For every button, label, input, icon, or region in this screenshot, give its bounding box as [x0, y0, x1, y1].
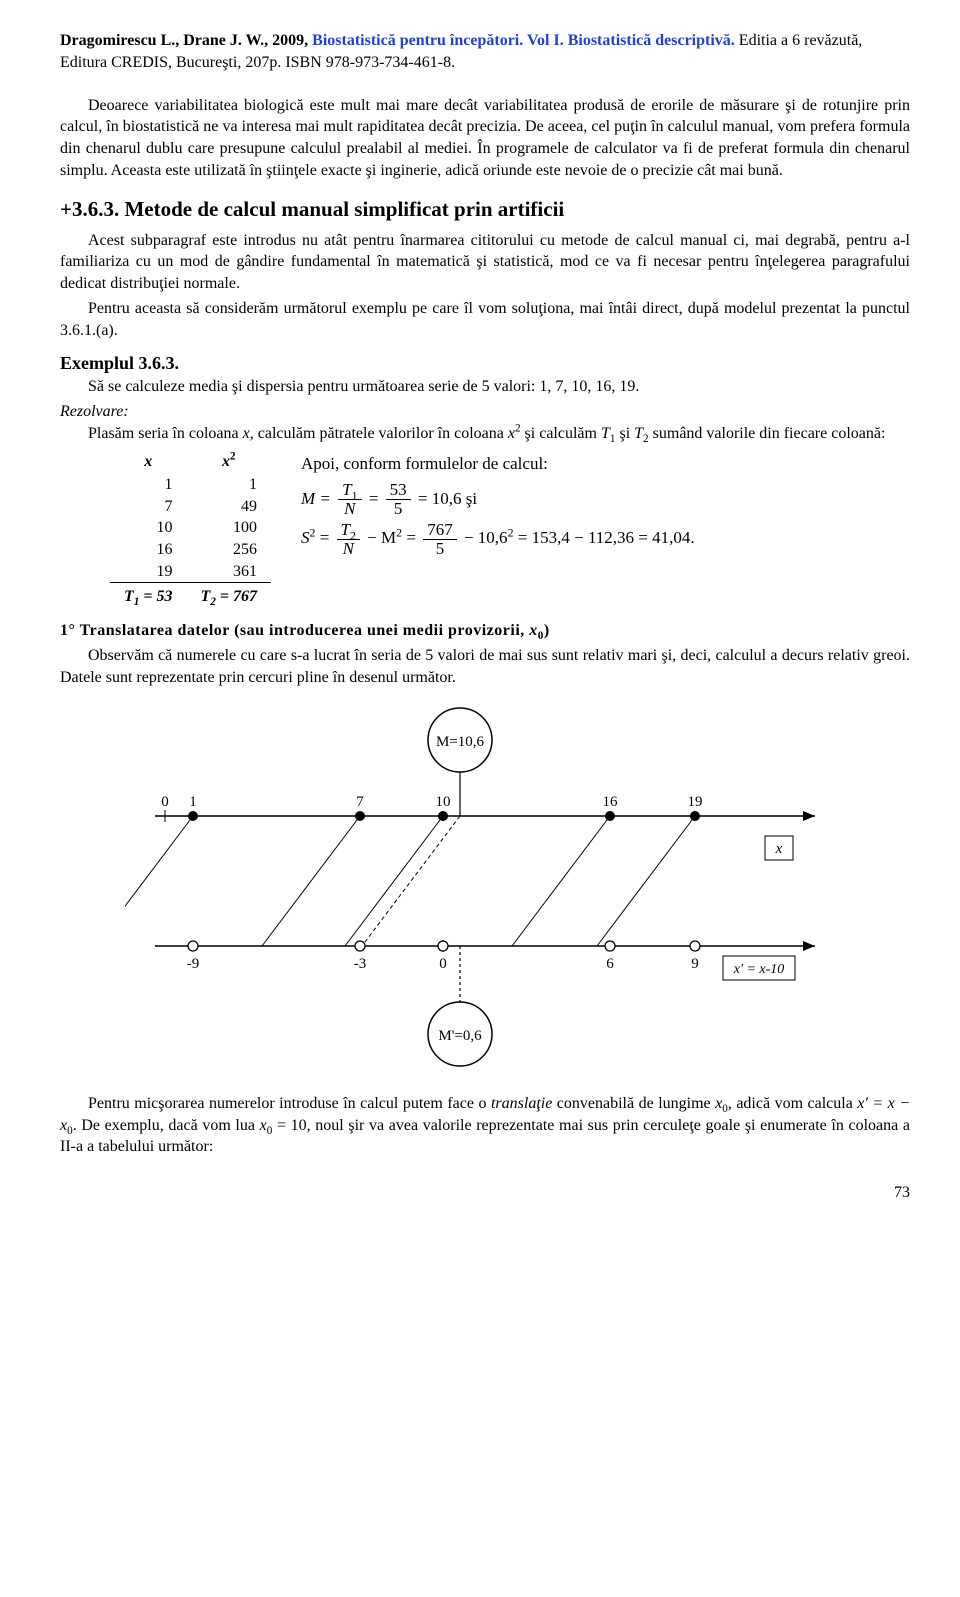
- text: sumând valorile din fiecare coloană:: [649, 425, 886, 442]
- translation-diagram: M=10,6 0 1 7 10 16 19 x -9 -3 0 6 9 x' =…: [60, 706, 910, 1083]
- svg-text:1: 1: [189, 794, 197, 810]
- paragraph-4: Plasăm seria în coloana x, calculăm pătr…: [60, 423, 910, 445]
- text: , calculăm pătratele valorilor în coloan…: [250, 425, 508, 442]
- subsection-heading: 1° Translatarea datelor (sau introducere…: [60, 620, 910, 642]
- svg-text:6: 6: [606, 956, 614, 972]
- header-authors: Dragomirescu L., Drane J. W., 2009,: [60, 32, 312, 49]
- svg-text:0: 0: [439, 956, 447, 972]
- svg-text:10: 10: [436, 794, 451, 810]
- example-label: Exemplul 3.6.3.: [60, 351, 910, 375]
- page-number: 73: [60, 1182, 910, 1204]
- calc-row: x x2 11 749 10100 16256 19361 T1 = 53 T2…: [60, 451, 910, 608]
- resolve-label: Rezolvare:: [60, 401, 910, 423]
- svg-text:9: 9: [691, 956, 699, 972]
- projection-lines: [125, 816, 695, 946]
- svg-text:7: 7: [356, 794, 364, 810]
- formulas-intro: Apoi, conform formulelor de calcul:: [301, 453, 695, 475]
- paragraph-intro: Deoarece variabilitatea biologică este m…: [60, 95, 910, 181]
- svg-text:-9: -9: [187, 956, 200, 972]
- section-heading: +3.6.3. Metode de calcul manual simplifi…: [60, 195, 910, 223]
- paragraph-3: Pentru aceasta să considerăm următorul e…: [60, 298, 910, 341]
- col-header-x: x: [110, 451, 187, 475]
- text: şi calculăm: [521, 425, 601, 442]
- formula-mean: M = T1N = 535 = 10,6 şi: [301, 479, 695, 518]
- bottom-ticks: -9 -3 0 6 9: [187, 940, 700, 972]
- svg-text:16: 16: [603, 794, 619, 810]
- col-header-x2: x2: [187, 451, 272, 475]
- text: şi: [615, 425, 634, 442]
- svg-text:x' = x-10: x' = x-10: [733, 962, 785, 977]
- data-table: x x2 11 749 10100 16256 19361 T1 = 53 T2…: [110, 451, 271, 608]
- page-header: Dragomirescu L., Drane J. W., 2009, Bios…: [60, 30, 910, 73]
- table-row: 11: [110, 474, 271, 496]
- paragraph-6: Pentru micşorarea numerelor introduse în…: [60, 1093, 910, 1158]
- formula-variance: S2 = T2N − M2 = 7675 − 10,62 = 153,4 − 1…: [301, 518, 695, 557]
- table-row: 749: [110, 496, 271, 518]
- svg-text:19: 19: [688, 794, 703, 810]
- table-sum-row: T1 = 53 T2 = 767: [110, 583, 271, 608]
- table-row: 10100: [110, 517, 271, 539]
- balloon-mprime-label: M'=0,6: [438, 1028, 482, 1044]
- example-task: Să se calculeze media şi dispersia pentr…: [60, 376, 910, 398]
- table-row: 16256: [110, 539, 271, 561]
- text: Plasăm seria în coloana: [88, 425, 243, 442]
- svg-text:0: 0: [161, 794, 169, 810]
- paragraph-2: Acest subparagraf este introdus nu atât …: [60, 230, 910, 295]
- svg-text:x: x: [775, 841, 783, 857]
- balloon-m-label: M=10,6: [436, 734, 485, 750]
- svg-text:-3: -3: [354, 956, 367, 972]
- table-row: 19361: [110, 561, 271, 583]
- paragraph-5: Observăm că numerele cu care s-a lucrat …: [60, 645, 910, 688]
- top-ticks: 0 1 7 10 16 19: [161, 794, 702, 822]
- formulas-block: Apoi, conform formulelor de calcul: M = …: [301, 453, 695, 558]
- header-title: Biostatistică pentru începători. Vol I. …: [312, 32, 735, 49]
